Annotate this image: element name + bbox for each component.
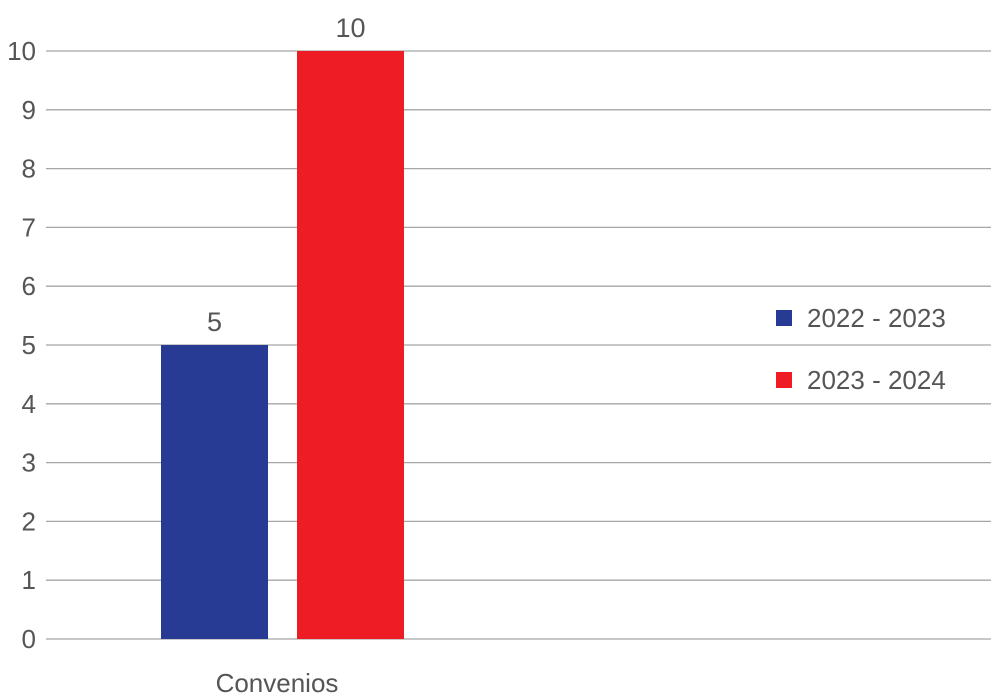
data-label-1: 10 <box>335 13 365 43</box>
y-tick-label-9: 9 <box>22 95 36 125</box>
legend-label-0: 2022 - 2023 <box>807 303 946 333</box>
y-tick-label-7: 7 <box>22 212 36 242</box>
bar-2023-2024-convenios <box>297 51 404 639</box>
y-axis-ticks: 0 1 2 3 4 5 6 7 8 9 10 <box>7 36 36 654</box>
y-tick-label-1: 1 <box>22 565 36 595</box>
y-tick-label-6: 6 <box>22 271 36 301</box>
y-tick-label-10: 10 <box>7 36 36 66</box>
y-tick-label-5: 5 <box>22 330 36 360</box>
x-axis-categories: Convenios <box>216 668 339 697</box>
data-label-0: 5 <box>207 307 222 337</box>
y-tick-label-0: 0 <box>22 624 36 654</box>
data-labels: 5 10 <box>207 13 366 337</box>
legend-swatch-1 <box>776 372 792 388</box>
y-tick-label-8: 8 <box>22 154 36 184</box>
x-category-label: Convenios <box>216 668 339 697</box>
bars <box>161 51 404 639</box>
bar-2022-2023-convenios <box>161 345 268 639</box>
y-tick-label-2: 2 <box>22 506 36 536</box>
legend-swatch-0 <box>776 310 792 326</box>
y-tick-label-3: 3 <box>22 448 36 478</box>
legend-label-1: 2023 - 2024 <box>807 365 946 395</box>
legend: 2022 - 2023 2023 - 2024 <box>776 303 946 395</box>
y-tick-label-4: 4 <box>22 389 36 419</box>
